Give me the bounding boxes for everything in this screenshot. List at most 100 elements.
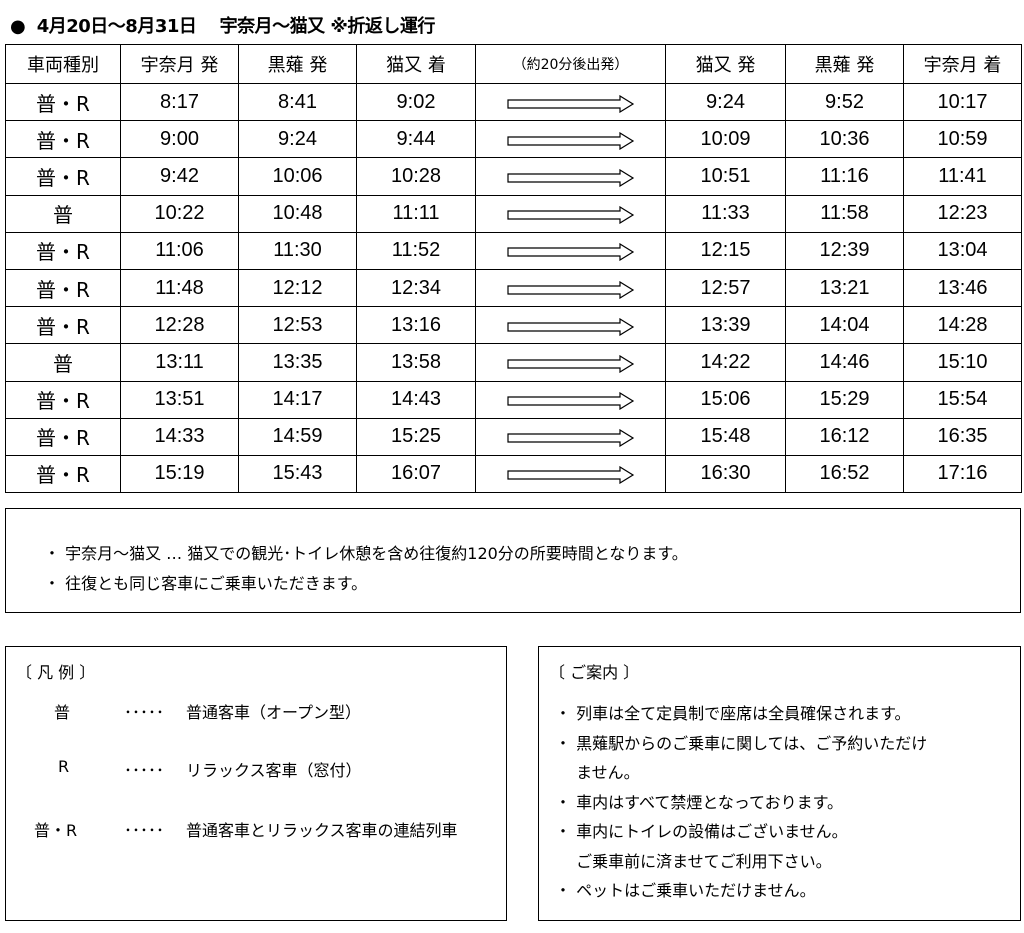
time-cell: 14:28 — [903, 306, 1022, 345]
turnaround-arrow-icon — [475, 343, 666, 382]
table-row: 普・R 12:28 12:53 13:16 13:39 14:04 14:28 — [5, 306, 1022, 345]
guide-line: ・ 列車は全て定員制で座席は全員確保されます。 — [555, 704, 911, 723]
time-cell: 15:25 — [356, 417, 476, 456]
time-cell: 11:58 — [785, 194, 904, 233]
time-cell: 12:28 — [120, 306, 239, 345]
time-cell: 10:06 — [238, 157, 357, 196]
time-cell: 14:22 — [665, 343, 786, 382]
time-cell: 13:46 — [903, 268, 1022, 308]
car-type: 普・R — [5, 82, 121, 122]
legend-heading: 〔 凡 例 〕 — [16, 663, 96, 682]
time-cell: 14:17 — [238, 380, 357, 419]
legend-dots: ･････ — [124, 703, 165, 722]
turnaround-arrow-icon — [475, 82, 666, 122]
guide-line: ・ 車内にトイレの設備はございません。 — [555, 822, 848, 841]
time-cell: 10:28 — [356, 157, 476, 196]
time-cell: 17:16 — [903, 454, 1022, 494]
time-cell: 15:54 — [903, 380, 1022, 419]
column-header: 黒薙 発 — [238, 44, 357, 84]
legend-box: 〔 凡 例 〕 普 ･････ 普通客車（オープン型） R ･････ リラックス客車（窓… — [5, 646, 507, 921]
time-cell: 11:11 — [356, 194, 476, 233]
time-cell: 11:33 — [665, 194, 786, 233]
table-row: 普・R 11:06 11:30 11:52 12:15 12:39 13:04 — [5, 231, 1022, 270]
time-cell: 13:35 — [238, 343, 357, 382]
time-cell: 15:43 — [238, 454, 357, 494]
page-title: ● 4月20日～8月31日 宇奈月～猫又 ※折返し運行 — [10, 16, 435, 37]
legend-dots: ･････ — [124, 761, 165, 780]
turnaround-arrow-icon — [475, 157, 666, 196]
legend-desc: 普通客車とリラックス客車の連結列車 — [186, 821, 458, 840]
time-cell: 9:02 — [356, 82, 476, 122]
time-cell: 12:34 — [356, 268, 476, 308]
time-cell: 16:07 — [356, 454, 476, 494]
car-type: 普・R — [5, 231, 121, 270]
time-cell: 13:16 — [356, 306, 476, 345]
table-row: 普 13:11 13:35 13:58 14:22 14:46 15:10 — [5, 343, 1022, 382]
column-header: 猫又 発 — [665, 44, 786, 84]
guide-line: ・ ペットはご乗車いただけません。 — [555, 881, 816, 900]
time-cell: 16:12 — [785, 417, 904, 456]
time-cell: 10:22 — [120, 194, 239, 233]
time-cell: 12:12 — [238, 268, 357, 308]
time-cell: 9:24 — [238, 120, 357, 159]
column-header: 車両種別 — [5, 44, 121, 84]
time-cell: 9:44 — [356, 120, 476, 159]
turnaround-arrow-icon — [475, 231, 666, 270]
turnaround-arrow-icon — [475, 120, 666, 159]
turnaround-arrow-icon — [475, 380, 666, 419]
time-cell: 15:29 — [785, 380, 904, 419]
guide-heading: 〔 ご案内 〕 — [549, 663, 640, 682]
table-row: 普・R 9:42 10:06 10:28 10:51 11:16 11:41 — [5, 157, 1022, 196]
notes-box: ・ 宇奈月～猫又 … 猫又での観光･トイレ休憩を含め往復約120分の所要時間とな… — [5, 508, 1021, 613]
time-cell: 12:23 — [903, 194, 1022, 233]
table-row: 普・R 14:33 14:59 15:25 15:48 16:12 16:35 — [5, 417, 1022, 456]
header-row: 車両種別 宇奈月 発黒薙 発猫又 着（約20分後出発） 猫又 発黒薙 発宇奈月 着 — [5, 44, 1022, 84]
time-cell: 16:30 — [665, 454, 786, 494]
column-header: 猫又 着 — [356, 44, 476, 84]
time-cell: 9:00 — [120, 120, 239, 159]
time-cell: 14:33 — [120, 417, 239, 456]
time-cell: 8:41 — [238, 82, 357, 122]
time-cell: 10:09 — [665, 120, 786, 159]
time-cell: 14:59 — [238, 417, 357, 456]
time-cell: 11:52 — [356, 231, 476, 270]
legend-dots: ･････ — [124, 821, 165, 840]
time-cell: 13:39 — [665, 306, 786, 345]
legend-desc: 普通客車（オープン型） — [186, 703, 362, 722]
time-cell: 12:15 — [665, 231, 786, 270]
guide-line: ません。 — [555, 763, 640, 782]
time-cell: 11:16 — [785, 157, 904, 196]
timetable: 車両種別 宇奈月 発黒薙 発猫又 着（約20分後出発） 猫又 発黒薙 発宇奈月 着 … — [5, 44, 1022, 494]
guide-line: ご乗車前に済ませてご利用下さい。 — [555, 851, 832, 871]
table-row: 普・R 8:17 8:41 9:02 9:24 9:52 10:17 — [5, 82, 1022, 122]
time-cell: 13:11 — [120, 343, 239, 382]
time-cell: 12:53 — [238, 306, 357, 345]
time-cell: 14:46 — [785, 343, 904, 382]
table-row: 普・R 9:00 9:24 9:44 10:09 10:36 10:59 — [5, 120, 1022, 159]
turnaround-arrow-icon — [475, 454, 666, 494]
legend-symbol: 普・R — [34, 821, 78, 840]
guide-line: ・ 黒薙駅からのご乗車に関しては、ご予約いただけ — [555, 733, 928, 753]
table-row: 普・R 11:48 12:12 12:34 12:57 13:21 13:46 — [5, 268, 1022, 308]
guide-line: ・ 車内はすべて禁煙となっております。 — [555, 792, 843, 812]
car-type: 普・R — [5, 157, 121, 196]
car-type: 普 — [5, 343, 121, 382]
time-cell: 11:41 — [903, 157, 1022, 196]
time-cell: 13:58 — [356, 343, 476, 382]
time-cell: 10:59 — [903, 120, 1022, 159]
time-cell: 10:36 — [785, 120, 904, 159]
guide-box: 〔 ご案内 〕 ・ 列車は全て定員制で座席は全員確保されます。・ 黒薙駅からのご… — [538, 646, 1021, 921]
time-cell: 12:39 — [785, 231, 904, 270]
car-type: 普 — [5, 194, 121, 233]
turnaround-arrow-icon — [475, 194, 666, 233]
time-cell: 10:48 — [238, 194, 357, 233]
column-header: 宇奈月 発 — [120, 44, 239, 84]
time-cell: 11:06 — [120, 231, 239, 270]
time-cell: 10:51 — [665, 157, 786, 196]
car-type: 普・R — [5, 120, 121, 159]
column-header: 黒薙 発 — [785, 44, 904, 84]
time-cell: 12:57 — [665, 268, 786, 308]
time-cell: 15:48 — [665, 417, 786, 456]
time-cell: 8:17 — [120, 82, 239, 122]
legend-symbol: 普 — [54, 703, 71, 722]
